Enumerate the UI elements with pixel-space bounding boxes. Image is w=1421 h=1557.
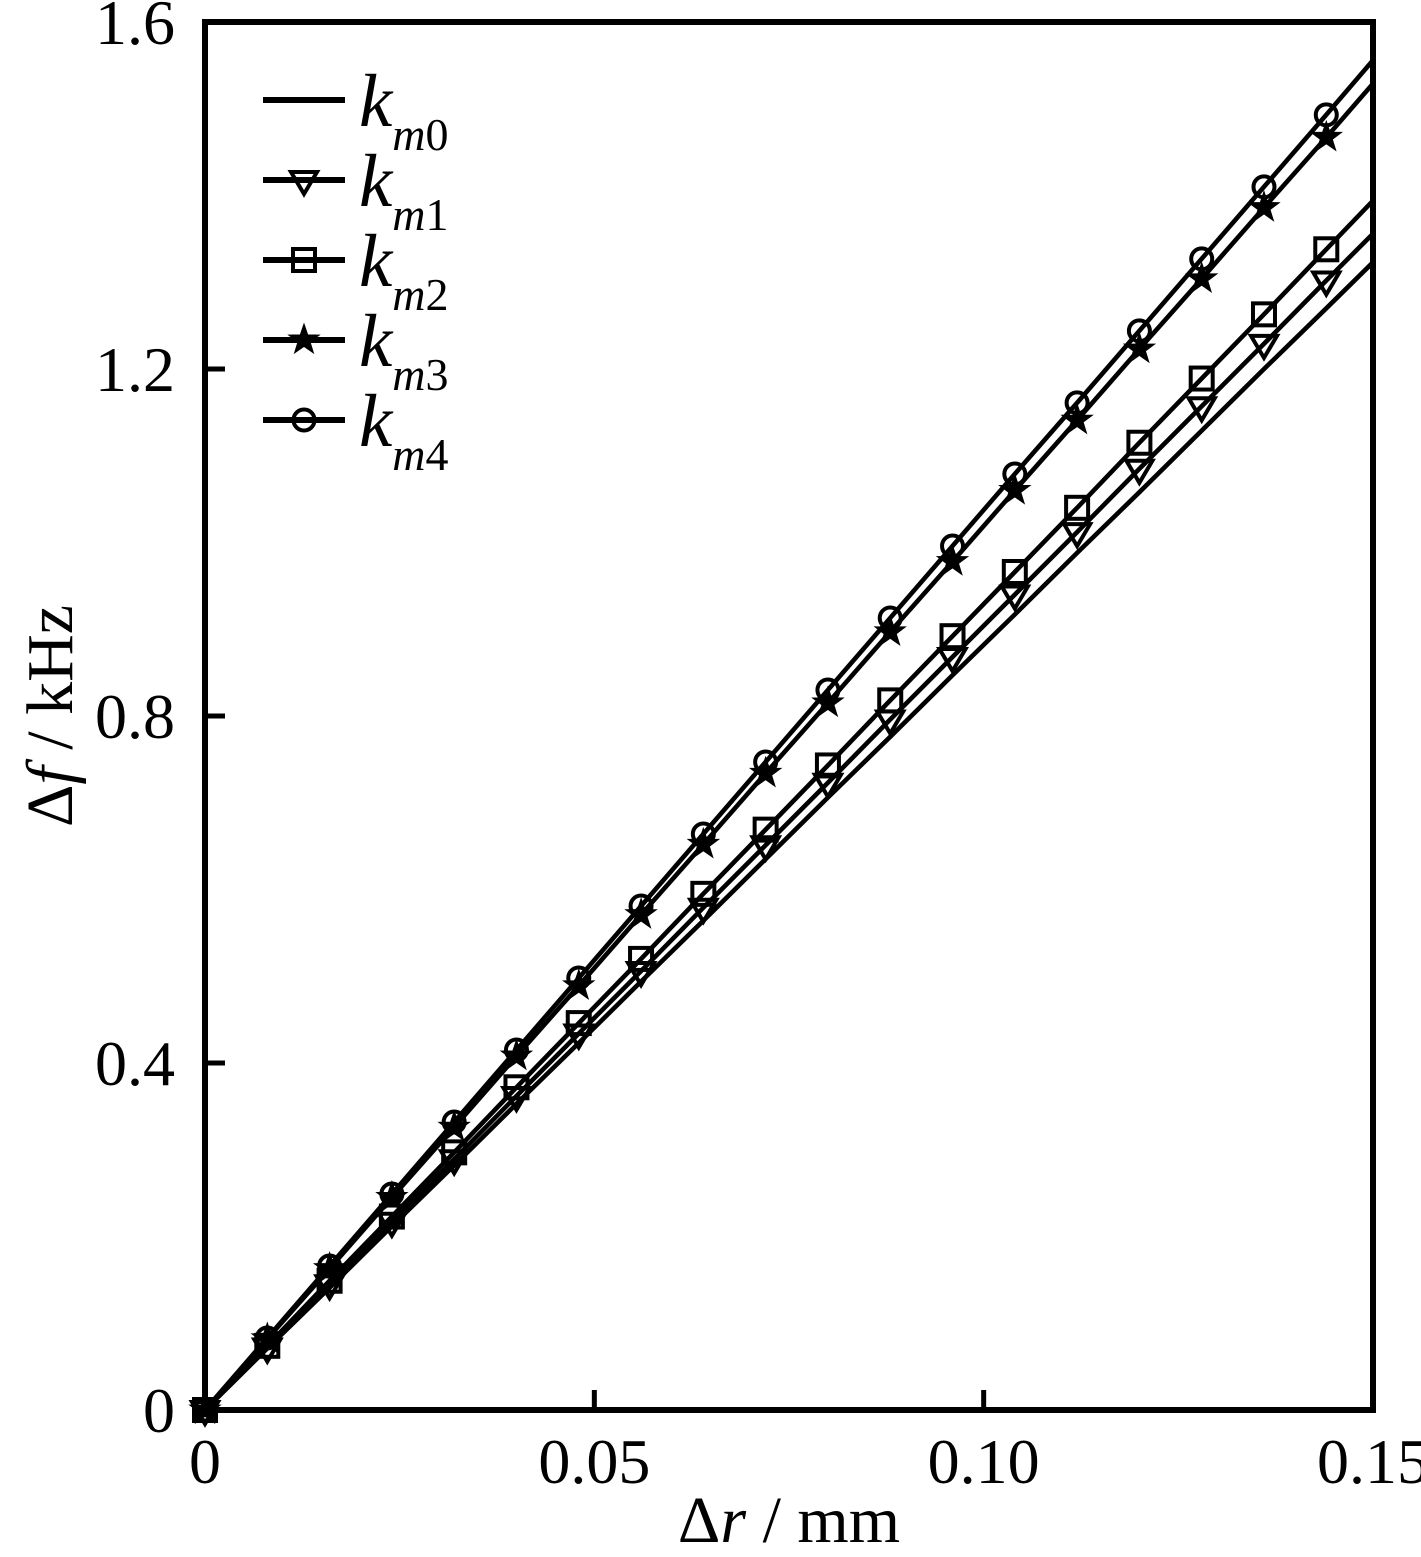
marker-triangle-down [1309, 270, 1343, 299]
marker-circle [1189, 246, 1215, 272]
marker-square [291, 247, 317, 273]
marker-circle [1313, 102, 1339, 128]
y-tick-label: 0.8 [95, 681, 175, 752]
y-tick-label: 1.2 [95, 334, 175, 405]
x-tick-label: 0.10 [928, 1426, 1040, 1497]
marker-triangle-down [998, 584, 1032, 613]
marker-square [1250, 301, 1277, 328]
marker-triangle-down [1060, 522, 1094, 551]
legend-item-km4: km4 [263, 380, 449, 480]
marker-circle [291, 407, 317, 433]
legend-item-km3: km3 [263, 300, 449, 400]
legend-item-km0: km0 [263, 60, 449, 160]
marker-circle [753, 749, 779, 775]
marker-circle [192, 1397, 218, 1423]
legend-label-km2: km2 [359, 220, 449, 320]
axis-tick-labels: 0 0.05 0.10 0.15 0 0.4 0.8 1.2 1.6 [95, 0, 1421, 1497]
marker-circle [566, 965, 592, 991]
marker-square [441, 1139, 468, 1166]
y-tick-label: 0 [143, 1375, 175, 1446]
legend-item-km1: km1 [263, 140, 449, 240]
marker-circle [815, 677, 841, 703]
legend-label-km1: km1 [359, 140, 449, 240]
marker-circle [1251, 174, 1277, 200]
marker-square [939, 623, 966, 650]
legend-label-km4: km4 [359, 380, 449, 480]
series-km2 [192, 199, 1375, 1423]
marker-circle [317, 1253, 343, 1279]
marker-square [1126, 429, 1153, 456]
marker-square [1188, 365, 1215, 392]
marker-circle [690, 821, 716, 847]
marker-circle [1126, 318, 1152, 344]
marker-star [1309, 119, 1343, 152]
marker-square [565, 1010, 592, 1037]
marker-circle [1064, 390, 1090, 416]
y-tick-label: 1.6 [95, 0, 175, 58]
y-axis-label: Δf / kHz [14, 605, 87, 827]
legend-label-km3: km3 [359, 300, 449, 400]
marker-circle [441, 1109, 467, 1135]
axis-labels: Δr / mm Δf / kHz [14, 605, 900, 1557]
marker-circle [628, 893, 654, 919]
marker-star [287, 322, 321, 355]
series-km4-line [203, 58, 1375, 1412]
y-tick-label: 0.4 [95, 1028, 175, 1099]
marker-triangle-down [1185, 396, 1219, 425]
marker-triangle-down [686, 897, 720, 926]
marker-triangle-down [749, 835, 783, 864]
marker-square [503, 1074, 530, 1101]
marker-square [1313, 236, 1340, 263]
marker-triangle-down [624, 961, 658, 989]
x-tick-label: 0.15 [1317, 1426, 1421, 1497]
x-tick-label: 0.05 [538, 1426, 650, 1497]
x-axis-label: Δr / mm [678, 1484, 900, 1557]
legend-item-km2: km2 [263, 220, 449, 320]
x-tick-label: 0 [189, 1426, 221, 1497]
marker-triangle-down [287, 170, 321, 198]
data-series [188, 58, 1375, 1428]
marker-square [752, 816, 779, 843]
marker-circle [940, 533, 966, 559]
marker-circle [254, 1325, 280, 1351]
marker-circle [503, 1037, 529, 1063]
marker-circle [877, 605, 903, 631]
marker-triangle-down [1247, 333, 1281, 362]
marker-circle [379, 1181, 405, 1207]
marker-square [877, 687, 904, 714]
marker-square [690, 880, 717, 907]
marker-triangle-down [1122, 458, 1156, 487]
marker-circle [1002, 461, 1028, 487]
marker-square [1001, 558, 1028, 585]
marker-square [1064, 494, 1091, 521]
legend-label-km0: km0 [359, 60, 449, 160]
series-km3-line [203, 82, 1375, 1412]
series-km4 [192, 58, 1375, 1423]
marker-square [628, 945, 655, 972]
marker-square [814, 752, 841, 779]
